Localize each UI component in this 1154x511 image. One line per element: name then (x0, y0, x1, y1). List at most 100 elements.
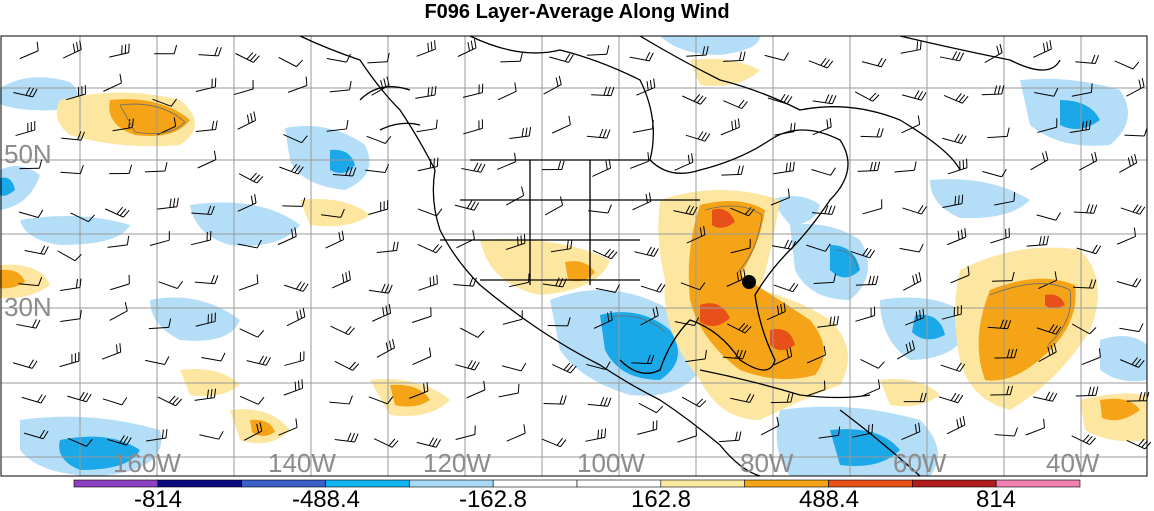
wind-barb (674, 317, 700, 327)
wind-barb (1038, 271, 1058, 290)
contour-lines (119, 103, 1072, 346)
wind-barb (1071, 434, 1096, 446)
wind-barb (766, 302, 786, 321)
colorbar-tick-label: 814 (976, 486, 1016, 511)
wind-barb (586, 361, 611, 370)
wind-barb (940, 362, 966, 372)
wind-barb (981, 85, 1005, 96)
wind-barb (640, 306, 659, 326)
wind-barb (12, 359, 38, 369)
wind-barb (1114, 60, 1140, 70)
wind-barb (1036, 324, 1062, 335)
wind-barb (284, 351, 305, 366)
lon-label: 80W (740, 448, 794, 478)
wind-barb (1081, 348, 1101, 365)
wind-barb (454, 200, 480, 211)
pos-anomaly-core (250, 419, 275, 436)
lon-label: 100W (577, 448, 645, 478)
wind-barb (680, 282, 706, 291)
wind-barb (506, 424, 526, 442)
wind-barb (764, 52, 789, 61)
wind-barb (329, 395, 353, 405)
wind-barb (197, 150, 217, 169)
wind-barb (19, 41, 39, 60)
wind-barb (903, 272, 922, 291)
wind-barb (640, 283, 666, 293)
wind-barb (457, 39, 477, 57)
wind-barb (466, 380, 486, 399)
wind-barb (994, 192, 1016, 206)
wind-barb (61, 131, 85, 141)
wind-barb (238, 172, 264, 184)
wind-barb (238, 274, 259, 291)
wind-barb (585, 428, 607, 442)
wind-barb (1126, 438, 1152, 450)
wind-barb (543, 395, 567, 405)
wind-barb (417, 244, 443, 254)
wind-barb (195, 312, 216, 327)
wind-barb (901, 422, 921, 441)
neg-anomaly-region (660, 36, 760, 55)
wind-barb (812, 205, 836, 215)
wind-barb (760, 416, 780, 436)
pos-anomaly-core (109, 99, 190, 136)
pos-anomaly-region (690, 58, 760, 86)
neg-anomaly-region (20, 216, 130, 245)
wind-barb (990, 227, 1010, 244)
wind-barb (498, 384, 520, 398)
wind-barb (235, 52, 260, 63)
pos-anomaly-peak (712, 208, 735, 228)
wind-barb (411, 307, 432, 323)
wind-barb (13, 87, 38, 98)
wind-barb (57, 250, 82, 262)
wind-barb (806, 243, 831, 252)
wind-barb (812, 94, 837, 105)
wind-barb (541, 160, 565, 171)
wind-barb (60, 278, 82, 291)
wind-barb (901, 115, 921, 134)
wind-barb (730, 238, 751, 254)
wind-barb (194, 388, 217, 401)
wind-barb (631, 354, 655, 365)
wind-barb (896, 340, 916, 360)
wind-barb (287, 76, 308, 93)
wind-barb (541, 437, 567, 448)
wind-barb (67, 391, 92, 403)
wind-barb (674, 153, 694, 171)
wind-barb (144, 162, 168, 173)
wind-barb (1073, 279, 1097, 289)
pos-anomaly-core (1100, 398, 1140, 421)
wind-barb (412, 347, 432, 366)
wind-barb (982, 168, 1007, 178)
wind-barb (1034, 87, 1059, 97)
wind-barb (326, 119, 349, 132)
wind-barb (418, 274, 438, 291)
wind-barb (1078, 151, 1098, 171)
wind-barb (329, 80, 352, 93)
wind-barb (417, 208, 443, 217)
wind-barb (24, 245, 49, 255)
wind-barb (942, 133, 967, 144)
colorbar-tick-label: 162.8 (631, 486, 691, 511)
neg-anomaly-core (59, 436, 140, 470)
wind-barb (941, 305, 962, 320)
wind-barb (1118, 153, 1138, 173)
wind-barb (673, 205, 698, 216)
wind-barb (501, 362, 527, 372)
wind-barb (855, 306, 876, 322)
wind-barb (629, 51, 654, 62)
wind-barb (550, 239, 573, 253)
wind-barb (1071, 83, 1093, 97)
wind-barb (900, 40, 922, 54)
wind-barb (723, 99, 748, 109)
map-title: F096 Layer-Average Along Wind (424, 1, 730, 23)
wind-barb (542, 277, 567, 288)
wind-barb (1030, 150, 1049, 171)
wind-barb (496, 152, 517, 170)
wind-barb (1037, 118, 1058, 133)
wind-barb (60, 165, 84, 175)
wind-barb (509, 127, 532, 139)
wind-barb (721, 165, 744, 176)
wind-barb (552, 362, 577, 374)
